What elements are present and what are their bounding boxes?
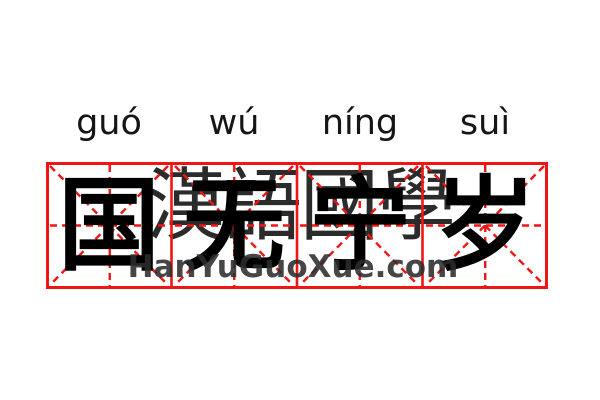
hanzi-character-3: 宁 xyxy=(309,165,411,286)
hanzi-character-2: 无 xyxy=(183,165,285,286)
watermark-site-url: HanYuGuoXue.com xyxy=(127,249,459,285)
hanzi-character-4: 岁 xyxy=(434,165,536,286)
watermark-hanzi: 漢語國學 xyxy=(146,160,456,252)
hanzi-character-1: 国 xyxy=(58,165,160,286)
pinyin-syllable-3: níng xyxy=(321,103,399,143)
mizige-grid xyxy=(46,162,548,289)
pinyin-syllable-4: suì xyxy=(459,103,511,143)
pinyin-syllable-2: wú xyxy=(208,103,260,143)
pinyin-syllable-1: guó xyxy=(76,103,142,143)
